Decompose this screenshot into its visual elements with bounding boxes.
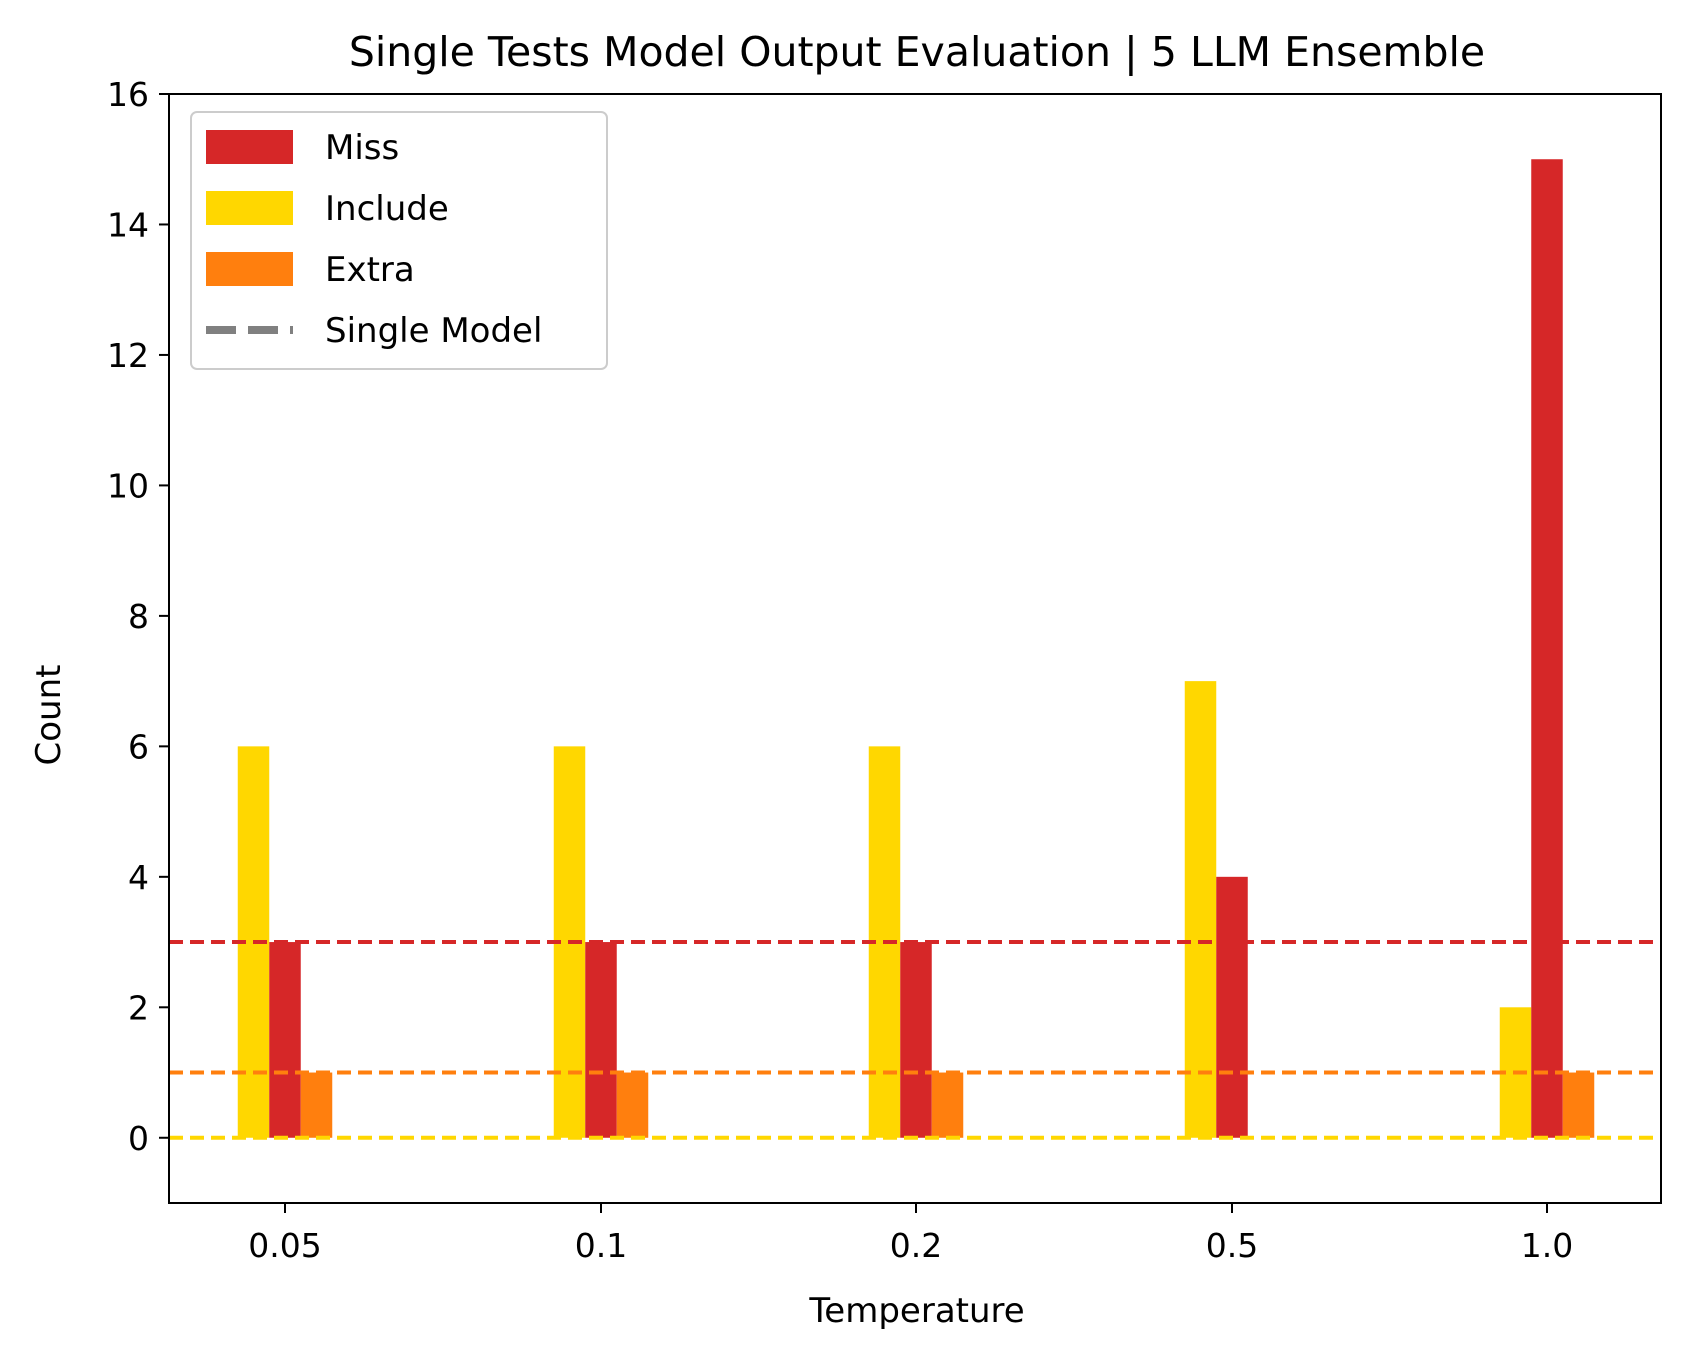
y-axis-label: Count (29, 665, 69, 766)
y-tick-label: 2 (128, 988, 149, 1027)
bar-extra-0.1 (616, 1072, 649, 1138)
x-tick-label: 0.5 (1206, 1226, 1258, 1265)
x-tick-label: 0.05 (248, 1226, 321, 1265)
legend-swatch-include (206, 191, 293, 225)
x-tick-label: 0.2 (890, 1226, 942, 1265)
y-tick-label: 0 (128, 1119, 149, 1158)
y-tick-label: 10 (107, 466, 149, 505)
bar-extra-0.2 (931, 1072, 964, 1138)
legend-label: Single Model (325, 311, 542, 351)
plot-area: 0 2 4 6 8 10 12 14 16 0.05 0.1 0.2 0.5 1.0 (107, 75, 1662, 1265)
chart-title: Single Tests Model Output Evaluation | 5… (349, 28, 1485, 76)
y-tick-label: 14 (107, 205, 149, 244)
bar-miss-1.0 (1531, 159, 1563, 1138)
legend-swatch-extra (206, 252, 293, 286)
legend-label: Miss (325, 128, 399, 168)
y-tick-label: 12 (107, 336, 149, 375)
y-tick-label: 16 (107, 75, 149, 114)
bar-extra-0.05 (300, 1072, 333, 1138)
x-axis-label: Temperature (808, 1291, 1024, 1331)
y-tick-label: 8 (128, 597, 149, 636)
bar-miss-0.5 (1216, 876, 1248, 1138)
x-tick-label: 1.0 (1521, 1226, 1573, 1265)
y-tick-label: 6 (128, 727, 149, 766)
legend-box (190, 111, 608, 370)
legend: Miss Include Extra Single Model (190, 111, 608, 370)
bar-extra-1.0 (1562, 1072, 1595, 1138)
x-tick-label: 0.1 (575, 1226, 627, 1265)
legend-label: Include (325, 189, 449, 229)
legend-label: Extra (325, 250, 415, 290)
legend-swatch-miss (206, 130, 293, 164)
y-tick-label: 4 (128, 858, 149, 897)
bar-miss-0.2 (900, 942, 932, 1138)
bar-include-0.5 (1184, 681, 1217, 1138)
bar-miss-0.1 (585, 942, 617, 1138)
bar-miss-0.05 (269, 942, 301, 1138)
